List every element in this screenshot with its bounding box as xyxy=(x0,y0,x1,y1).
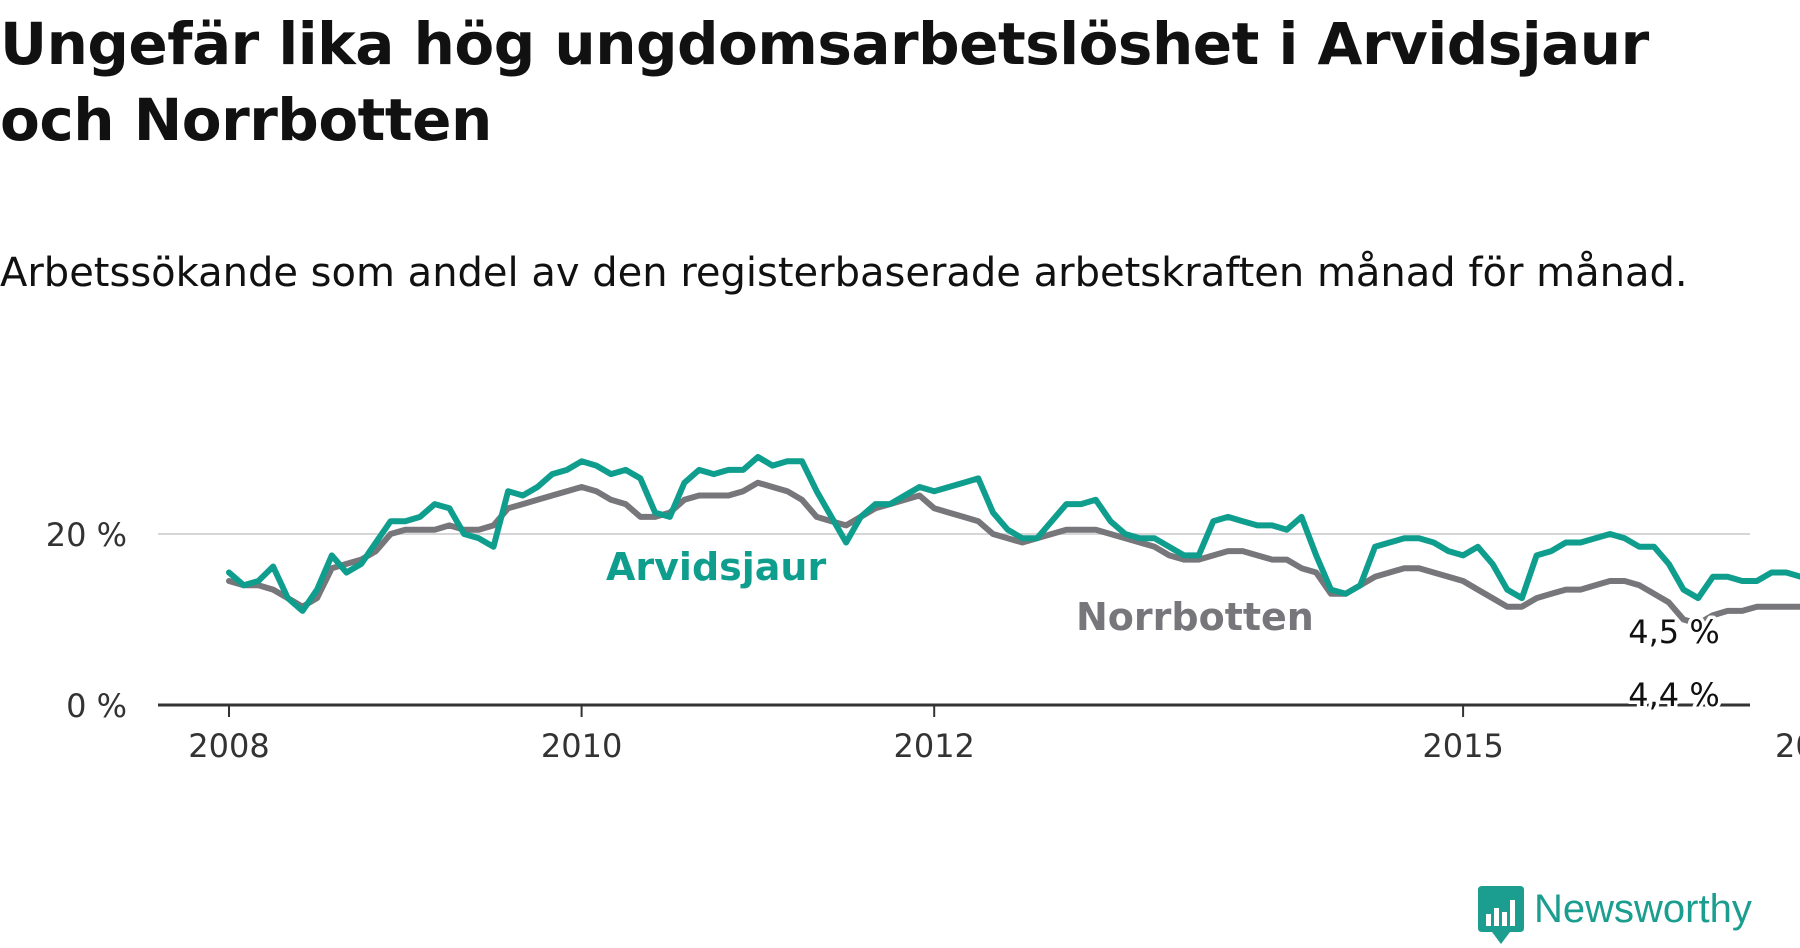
axis-layer: 0 %20 %20082010201220152017202020222024 xyxy=(46,516,1800,765)
series-line-arvidsjaur xyxy=(226,454,1800,614)
series-layer xyxy=(226,454,1800,627)
chart-subtitle: Arbetssökande som andel av den registerb… xyxy=(0,250,1688,296)
y-tick-label: 20 % xyxy=(46,516,127,554)
end-value-arvidsjaur: 4,5 % xyxy=(1628,613,1719,651)
label-layer: ArvidsjaurArvidsjaurNorrbottenNorrbotten… xyxy=(601,540,1723,718)
y-tick-label: 0 % xyxy=(66,687,127,725)
brand-logo[interactable]: Newsworthy xyxy=(1474,882,1794,948)
x-tick-label: 2010 xyxy=(541,727,622,765)
x-tick-label: 2015 xyxy=(1422,727,1503,765)
x-tick-label: 2012 xyxy=(893,727,974,765)
series-label-arvidsjaur-halo: Arvidsjaur xyxy=(606,545,826,589)
chart-title: Ungefär lika hög ungdomsarbetslöshet i A… xyxy=(0,10,1649,154)
x-tick-label: 2017 xyxy=(1775,727,1800,765)
series-line-norrbotten xyxy=(226,479,1800,627)
line-chart: 0 %20 %20082010201220152017202020222024 … xyxy=(46,454,1800,765)
series-label-norrbotten: Norrbotten xyxy=(1076,595,1314,639)
newsworthy-logo-icon xyxy=(1478,886,1524,944)
end-value-norrbotten-halo: 4,4 % xyxy=(1628,676,1719,714)
end-value-norrbotten: 4,4 % xyxy=(1628,676,1719,714)
end-value-arvidsjaur-halo: 4,5 % xyxy=(1628,613,1719,651)
series-label-norrbotten-halo: Norrbotten xyxy=(1076,595,1314,639)
x-tick-label: 2008 xyxy=(188,727,269,765)
brand-name: Newsworthy xyxy=(1534,887,1752,931)
series-label-arvidsjaur: Arvidsjaur xyxy=(606,545,826,589)
